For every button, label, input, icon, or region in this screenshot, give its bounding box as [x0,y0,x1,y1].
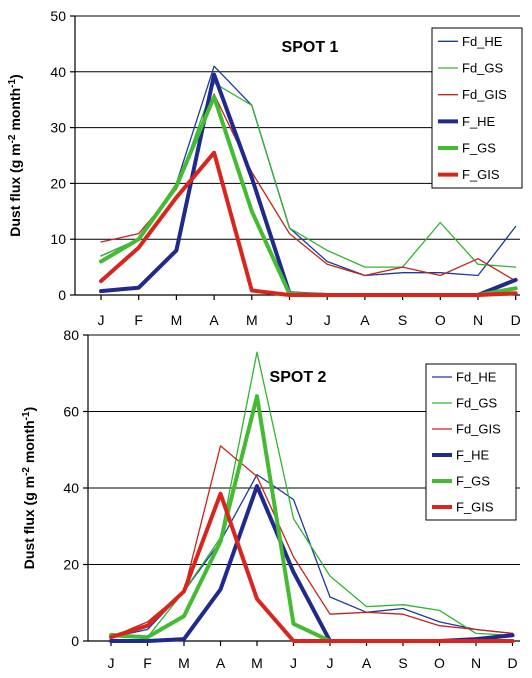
y-axis-label-part: ) [7,74,23,79]
x-tick-label: A [362,655,372,671]
y-tick-label: 10 [50,231,66,247]
x-tick-label: A [360,312,370,328]
y-axis-label-part: -1 [7,79,18,88]
legend-label: Fd_HE [456,370,497,385]
legend-label: Fd_HE [462,34,503,49]
y-tick-label: 40 [50,64,66,80]
series-line-f-gis [99,150,518,297]
y-axis-label-part: month [21,420,37,467]
y-tick-label: 30 [50,120,66,136]
legend-label: F_GS [456,474,490,489]
x-tick-label: A [209,312,219,328]
y-tick-label: 80 [63,327,79,343]
x-tick-label: M [178,655,190,671]
x-tick-label: S [398,655,407,671]
x-tick-label: F [134,312,143,328]
y-tick-label: 50 [50,8,66,24]
legend-label: F_GIS [462,167,500,182]
x-tick-label: F [143,655,152,671]
y-tick-label: 0 [58,287,66,303]
y-tick-label: 60 [63,404,79,420]
legend-label: Fd_GS [456,396,498,411]
x-tick-label: J [286,312,293,328]
x-tick-label: M [171,312,183,328]
legend-label: F_HE [456,448,490,463]
x-tick-label: J [324,312,331,328]
x-tick-label: O [434,655,445,671]
x-tick-label: J [98,312,105,328]
legend-label: F_HE [462,114,496,129]
y-axis-label-part: Dust flux (g m [7,143,23,236]
x-tick-label: A [216,655,226,671]
panel-1: 0 10 20 30 40 50 J F M A M J J A S O N D Dust flux (g m-2 … [7,8,523,328]
y-axis-label-part: ) [21,407,37,412]
y-axis-label-part: -2 [7,134,18,143]
x-tick-label: J [108,655,115,671]
x-tick-label: D [507,655,517,671]
y-tick-label: 20 [50,175,66,191]
legend-label: Fd_GIS [462,87,507,102]
x-tick-label: M [251,655,263,671]
x-tick-label: N [473,312,483,328]
x-tick-label: J [290,655,297,671]
x-tick-label: J [327,655,334,671]
x-tick-label: N [471,655,481,671]
x-tick-label: D [511,312,521,328]
legend-label: Fd_GIS [456,422,501,437]
legend-box [425,363,517,521]
y-tick-label: 40 [63,480,79,496]
series-line-f-gis [109,491,515,643]
y-axis-label-part: month [7,88,23,135]
legend-box [431,27,523,189]
y-tick-label: 0 [71,633,79,649]
x-tick-label: O [435,312,446,328]
panel-2: 0 20 40 60 80 J F M A M J J A S O N D Dust flux (g m-2 mo… [21,327,520,671]
legend-label: F_GIS [456,500,494,515]
x-tick-label: S [398,312,407,328]
chart-title: SPOT 2 [270,369,327,386]
chart-title: SPOT 1 [282,39,339,56]
legend-label: Fd_GS [462,61,504,76]
y-axis-label-part: -2 [21,467,32,476]
y-axis-label-part: Dust flux (g m [21,476,37,569]
y-axis-label: Dust flux (g m-2 month-1) [7,74,24,236]
y-tick-label: 20 [63,557,79,573]
legend-label: F_GS [462,141,496,156]
y-axis-label: Dust flux (g m-2 month-1) [21,407,38,569]
x-tick-label: M [246,312,258,328]
legend: Fd_HE Fd_GS Fd_GIS F_HE F_GS F_GIS [425,363,517,521]
y-axis-label-part: -1 [21,411,32,420]
legend: Fd_HE Fd_GS Fd_GIS F_HE F_GS F_GIS [431,27,523,189]
